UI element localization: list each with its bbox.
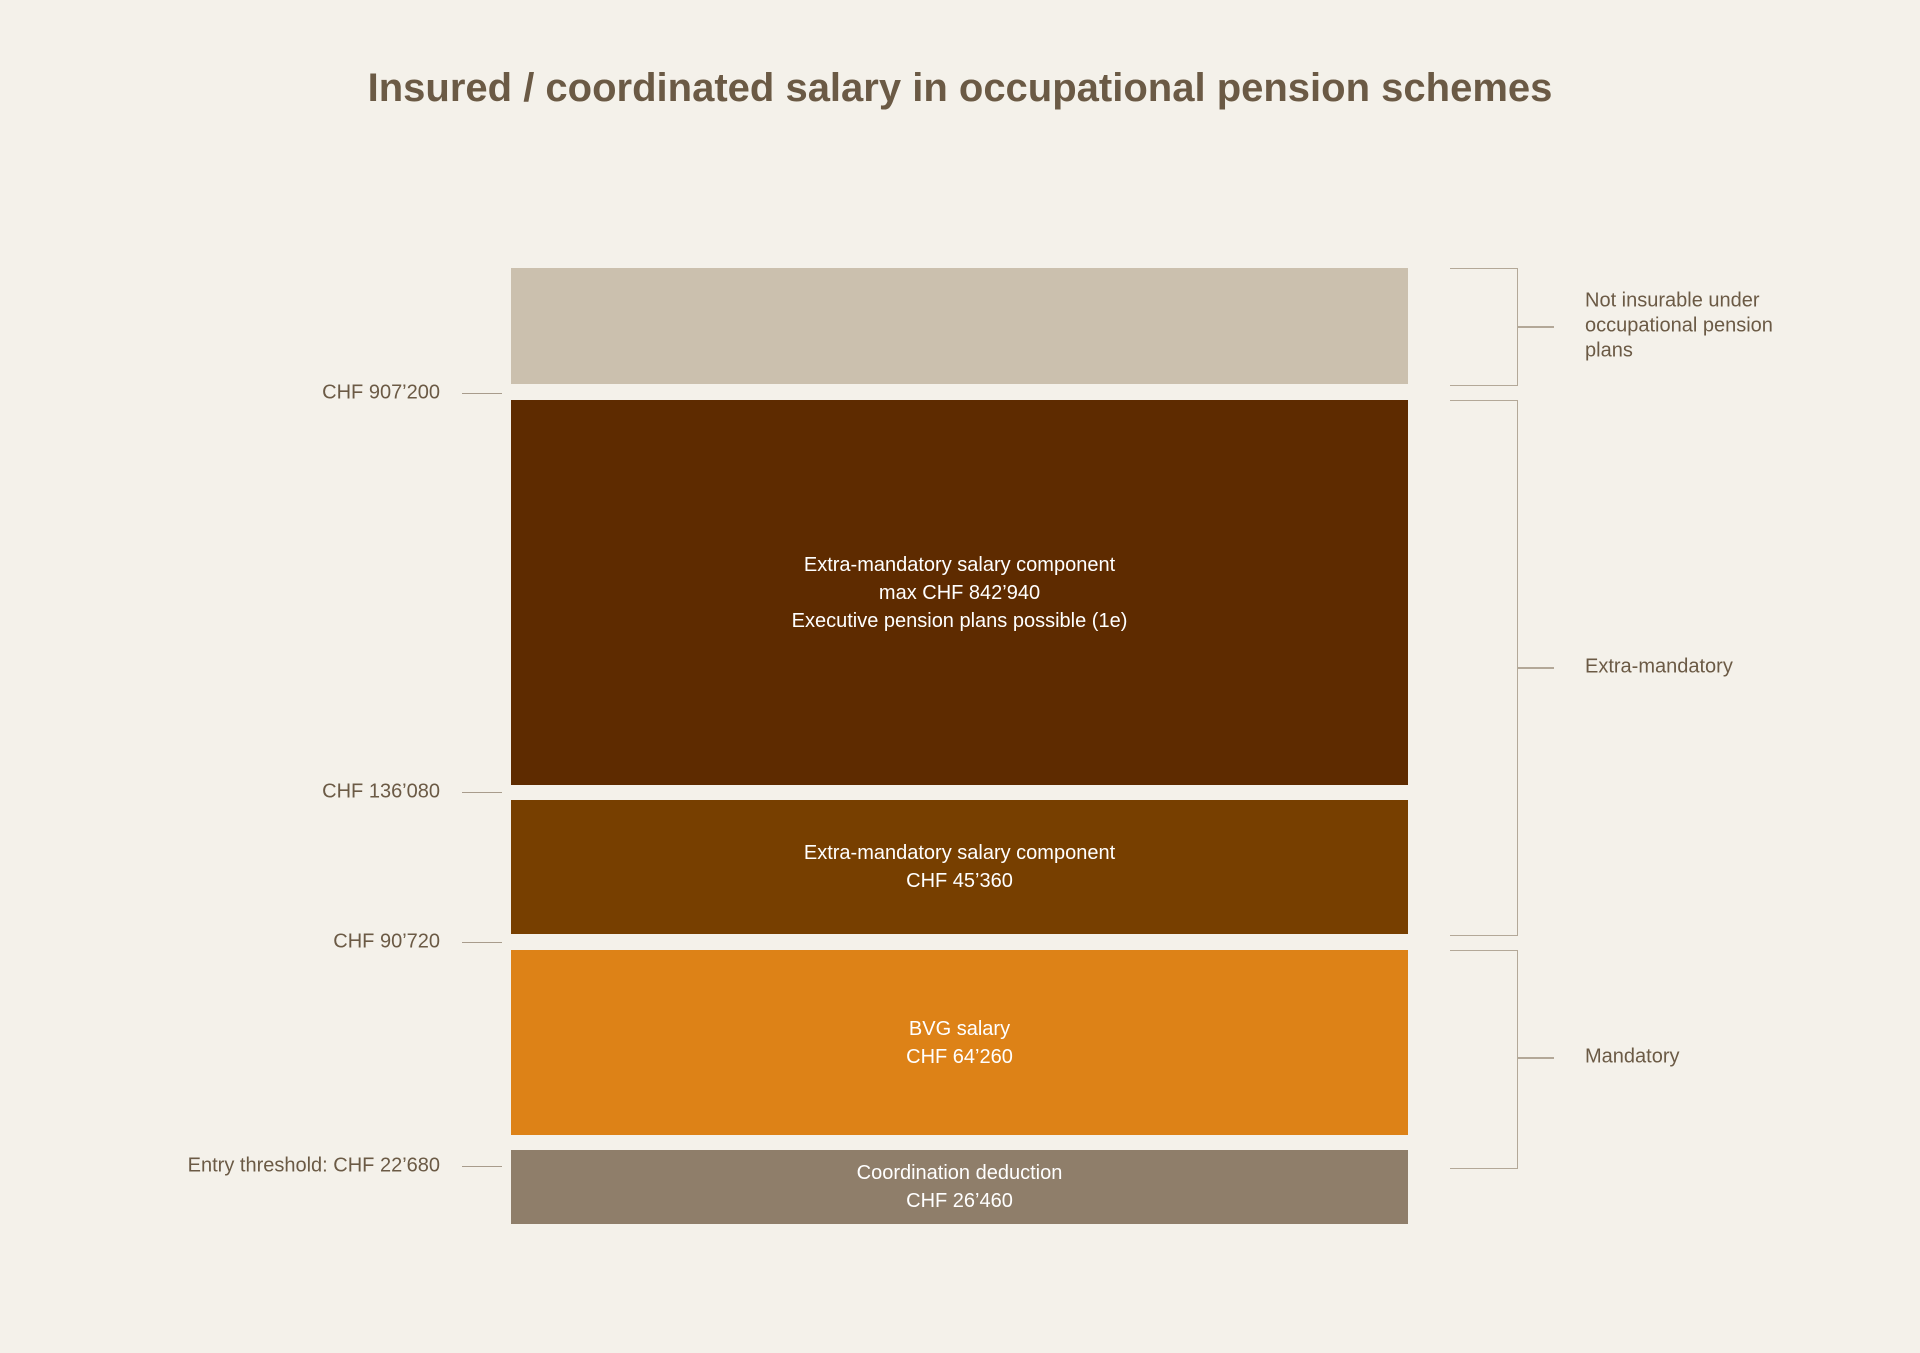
block-value: max CHF 842’940 <box>878 581 1041 604</box>
block-value: CHF 64’260 <box>906 1045 1013 1068</box>
bracket-tick <box>1518 1057 1554 1059</box>
block-label: Extra-mandatory salary component <box>803 842 1116 864</box>
level-tick <box>462 393 502 394</box>
group-label-not-insurable: Not insurable under occupational pension… <box>1585 289 1773 364</box>
group-label-line: Not insurable under <box>1585 289 1760 312</box>
not-insurable-block <box>511 268 1408 384</box>
level-label-max: CHF 907’200 <box>322 381 440 404</box>
group-label-mandatory: Mandatory <box>1585 1045 1680 1068</box>
block-label: BVG salary <box>908 1017 1011 1040</box>
group-label-extra-mandatory: Extra-mandatory <box>1585 655 1733 678</box>
block-value: CHF 26’460 <box>906 1190 1013 1212</box>
level-tick <box>462 942 502 943</box>
level-label-upper: CHF 136’080 <box>322 780 440 803</box>
bracket-extra-mandatory <box>1450 400 1518 936</box>
level-label-entry: Entry threshold: CHF 22’680 <box>187 1154 440 1177</box>
bracket-not-insurable <box>1450 268 1518 386</box>
bvg-salary-block: BVG salary CHF 64’260 <box>511 950 1408 1135</box>
extra-mandatory-upper-block: Extra-mandatory salary component max CHF… <box>511 400 1408 785</box>
bracket-tick <box>1518 667 1554 669</box>
bracket-tick <box>1518 326 1554 328</box>
extra-mandatory-lower-block: Extra-mandatory salary component CHF 45’… <box>511 800 1408 934</box>
block-note: Executive pension plans possible (1e) <box>791 609 1128 632</box>
level-tick <box>462 1166 502 1167</box>
group-label-line: plans <box>1585 339 1633 362</box>
bracket-mandatory <box>1450 950 1518 1169</box>
coordination-deduction-block: Coordination deduction CHF 26’460 <box>511 1150 1408 1224</box>
level-label-bvg-max: CHF 90’720 <box>333 930 440 953</box>
block-value: CHF 45’360 <box>906 870 1013 892</box>
group-label-line: occupational pension <box>1585 314 1773 337</box>
block-label: Coordination deduction <box>856 1162 1063 1184</box>
level-tick <box>462 792 502 793</box>
chart-title: Insured / coordinated salary in occupati… <box>367 66 1553 110</box>
block-label: Extra-mandatory salary component <box>803 553 1116 576</box>
